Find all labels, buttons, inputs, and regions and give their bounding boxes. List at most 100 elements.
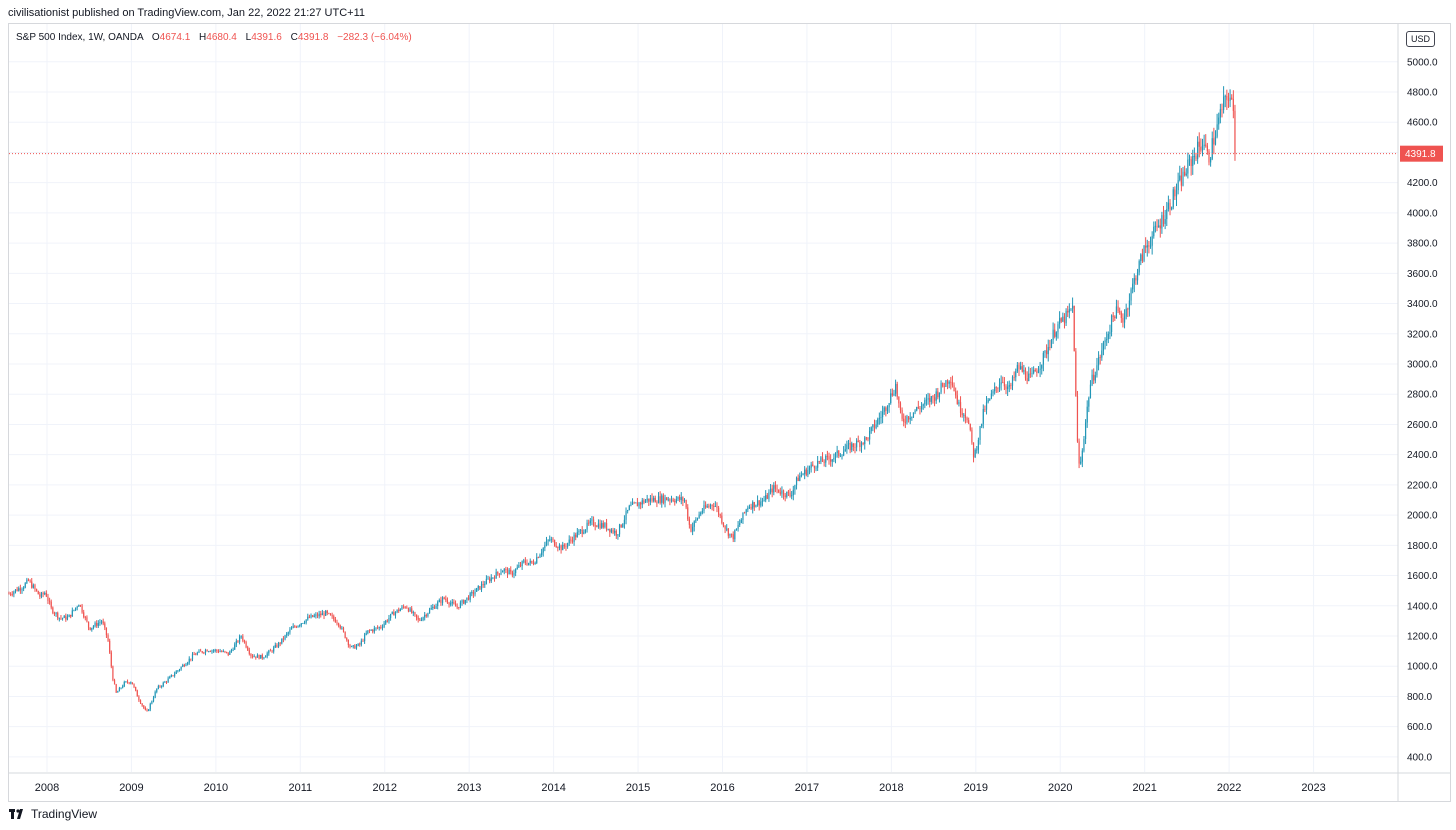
candle-body <box>498 573 500 575</box>
candle-body <box>1047 347 1049 355</box>
candle-body <box>83 612 85 617</box>
candle-body <box>476 588 478 592</box>
candle-body <box>1203 144 1205 146</box>
candle-body <box>1099 357 1101 358</box>
candle-body <box>383 623 385 627</box>
candle-body <box>238 636 241 642</box>
candle-body <box>425 614 427 616</box>
candle-body <box>644 500 647 503</box>
candle-body <box>165 681 168 683</box>
candle-body <box>648 498 650 502</box>
candle-body <box>963 414 965 416</box>
candle-body <box>198 650 200 653</box>
chart-frame[interactable] <box>8 23 1451 802</box>
candle-body <box>1013 376 1015 378</box>
candle-body <box>1109 331 1111 334</box>
candle-body <box>341 627 343 629</box>
candle-body <box>833 457 835 460</box>
candle-body <box>1083 438 1085 451</box>
candle-body <box>630 504 632 506</box>
candle-body <box>958 402 960 404</box>
y-tick-label: 1000.0 <box>1407 662 1438 673</box>
candle-body <box>84 616 86 618</box>
candle-body <box>433 606 436 609</box>
candle-body <box>250 653 252 656</box>
candle-body <box>523 560 525 562</box>
candle-body <box>765 495 767 501</box>
candle-body <box>349 645 351 647</box>
candle-body <box>237 640 239 642</box>
candle-body <box>1031 373 1033 374</box>
candle-body <box>105 627 108 636</box>
candle-body <box>1106 339 1108 341</box>
candle-body <box>972 442 975 458</box>
candle-body <box>570 539 572 541</box>
candle-body <box>1208 151 1210 163</box>
candle-body <box>1068 309 1070 313</box>
candle-body <box>869 430 871 440</box>
candle-body <box>398 609 400 612</box>
grid-lines <box>9 24 1398 772</box>
candle-body <box>76 606 78 608</box>
candle-body <box>836 450 838 454</box>
candle-body <box>1232 99 1234 111</box>
candle-body <box>221 651 223 653</box>
candle-body <box>1002 382 1004 384</box>
candle-body <box>532 562 535 565</box>
candle-body <box>1148 245 1150 247</box>
candle-body <box>214 649 216 651</box>
candle-body <box>1156 225 1158 228</box>
candle-body <box>1011 376 1014 386</box>
candle-body <box>779 492 781 494</box>
candle-body <box>167 678 169 682</box>
candle-body <box>1041 364 1043 369</box>
candle-body <box>34 585 36 590</box>
candle-body <box>643 500 645 503</box>
candle-body <box>326 610 328 614</box>
candle-body <box>347 639 349 646</box>
candle-body <box>302 623 304 624</box>
candle-body <box>636 502 639 507</box>
candle-body <box>1154 225 1157 227</box>
candle-body <box>456 606 458 608</box>
candle-body <box>987 399 989 403</box>
candle-body <box>669 499 671 501</box>
candle-body <box>177 670 179 672</box>
candle-body <box>558 545 561 549</box>
candle-body <box>1102 342 1105 351</box>
candle-body <box>859 441 861 448</box>
candle-body <box>1216 124 1218 137</box>
candle-body <box>68 614 70 618</box>
published-line: civilisationist published on TradingView… <box>8 7 366 19</box>
candle-body <box>180 666 182 670</box>
candle-body <box>635 502 637 504</box>
candle-body <box>161 686 163 687</box>
y-tick-label: 2600.0 <box>1407 420 1438 431</box>
candle-body <box>641 500 643 505</box>
candle-body <box>768 492 770 499</box>
candle-body <box>407 608 410 612</box>
candle-body <box>91 627 93 630</box>
price-axis: 400.0 600.0 800.0 1000.0 1200.0 1400.0 1600.0 1… <box>1397 24 1438 801</box>
candle-body <box>974 449 976 458</box>
candle-body <box>1114 316 1116 319</box>
candle-body <box>1060 318 1062 322</box>
candle-body <box>276 645 278 647</box>
candle-body <box>450 603 452 605</box>
tradingview-footer[interactable]: TradingView <box>9 807 97 821</box>
currency-button[interactable]: USD <box>1406 31 1435 47</box>
candle-body <box>609 528 611 533</box>
candle-body <box>610 529 613 533</box>
candle-body <box>175 671 177 674</box>
candle-body <box>966 417 968 421</box>
candle-body <box>1044 350 1046 353</box>
y-tick-label: 800.0 <box>1407 692 1432 703</box>
candle-body <box>518 565 520 568</box>
y-tick-label: 2800.0 <box>1407 390 1438 401</box>
candle-body <box>864 437 866 445</box>
candle-body <box>932 396 934 398</box>
candle-body <box>834 453 837 458</box>
candle-body <box>29 580 31 582</box>
candle-body <box>200 650 202 652</box>
